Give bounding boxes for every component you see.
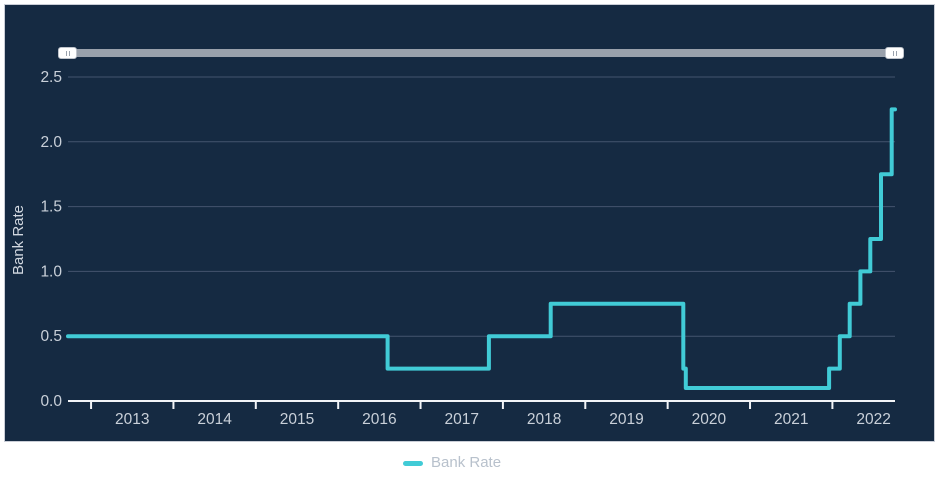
slider-grip-icon xyxy=(65,50,67,56)
x-tick-label: 2018 xyxy=(527,411,561,428)
legend-line-swatch-icon xyxy=(403,460,423,466)
x-tick-label: 2013 xyxy=(115,411,149,428)
range-slider-track[interactable] xyxy=(62,49,901,57)
x-tick-label: 2022 xyxy=(856,411,890,428)
y-tick-label: 0.0 xyxy=(40,393,62,410)
y-tick-label: 2.5 xyxy=(40,69,62,86)
x-tick-label: 2015 xyxy=(280,411,314,428)
slider-grip-icon xyxy=(892,50,894,56)
y-tick-label: 1.0 xyxy=(40,263,62,280)
x-tick-label: 2017 xyxy=(444,411,478,428)
range-slider-handle-right[interactable] xyxy=(885,47,904,59)
y-tick-label: 1.5 xyxy=(40,199,62,216)
y-tick-label: 2.0 xyxy=(40,134,62,151)
x-tick-label: 2016 xyxy=(362,411,396,428)
range-slider-handle-left[interactable] xyxy=(58,47,77,59)
y-axis-labels: 0.0 0.5 1.0 1.5 2.0 2.5 xyxy=(40,69,62,410)
gridlines xyxy=(68,76,895,337)
x-tick-label: 2020 xyxy=(692,411,727,428)
y-tick-label: 0.5 xyxy=(40,328,62,345)
x-tick-label: 2014 xyxy=(197,411,232,428)
legend-label: Bank Rate xyxy=(431,454,502,471)
x-tick-label: 2021 xyxy=(774,411,808,428)
x-axis: 2013 2014 2015 2016 2017 2018 2019 2020 2021 2022 xyxy=(68,400,895,428)
legend-item-bank-rate[interactable]: Bank Rate xyxy=(403,454,501,472)
x-tick-label: 2019 xyxy=(609,411,643,428)
y-axis-title: Bank Rate xyxy=(10,205,27,275)
series-line-bank-rate xyxy=(66,107,897,390)
